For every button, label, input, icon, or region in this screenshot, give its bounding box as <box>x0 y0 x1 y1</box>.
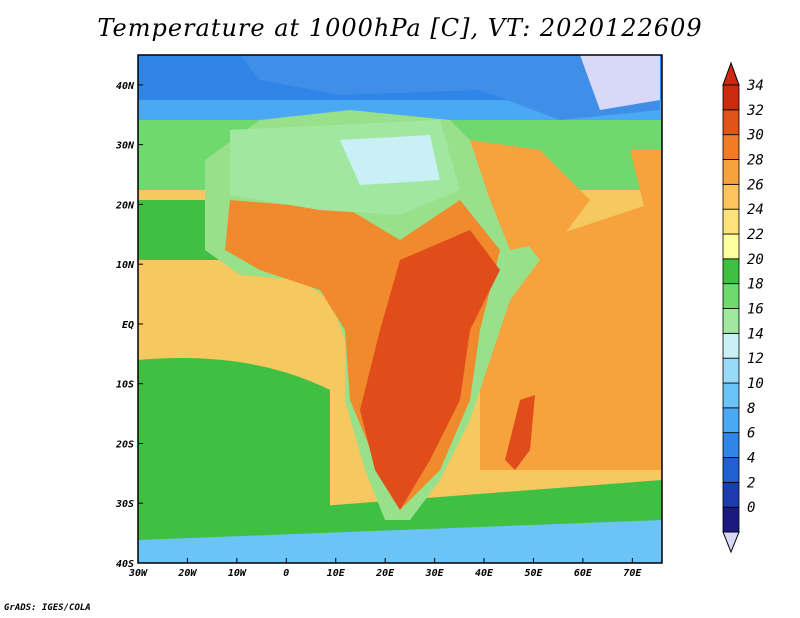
colorbar-label: 28 <box>747 153 764 169</box>
colorbar-label: 0 <box>747 500 755 516</box>
latitude-axis: 40S 30S 20S 10S EQ 10N 20N 30N 40N <box>115 81 143 570</box>
plot-frame <box>137 54 663 564</box>
colorbar-label: 8 <box>747 401 755 417</box>
southern-ocean-cold-band <box>138 520 662 563</box>
longitude-axis: 30W 20W 10W 0 10E 20E 30E 40E 50E 60E 70E <box>128 558 642 579</box>
colorbar-label: 4 <box>747 451 755 467</box>
colorbar-max-extension <box>722 61 740 86</box>
lon-tick-label: 0 <box>283 568 289 579</box>
europe-cold-region <box>240 55 660 120</box>
lon-tick-label: 30E <box>425 568 445 579</box>
colorbar-swatch <box>722 308 740 334</box>
colorbar-swatch <box>722 283 740 309</box>
grads-credit: GrADS: IGES/COLA <box>4 603 91 613</box>
colorbar-label: 30 <box>746 128 764 144</box>
lat-tick-label: 30N <box>115 141 135 152</box>
india-landmass <box>630 150 662 240</box>
colorbar-swatch <box>722 332 740 359</box>
colorbar-swatch <box>722 382 740 409</box>
colorbar-label: 14 <box>747 326 764 342</box>
colorbar-swatch <box>722 159 740 185</box>
colorbar-label: 2 <box>747 475 755 491</box>
colorbar-swatch <box>722 134 740 160</box>
lon-tick-label: 40E <box>475 568 494 579</box>
lon-tick-label: 60E <box>574 568 593 579</box>
lat-tick-label: EQ <box>122 320 134 331</box>
colorbar-swatch <box>722 481 740 508</box>
lon-tick-label: 10E <box>327 568 346 579</box>
lat-tick-label: 40N <box>116 81 135 92</box>
colorbar-swatch <box>722 109 740 136</box>
temperature-field <box>138 55 662 563</box>
colorbar-swatch <box>722 84 740 111</box>
lat-tick-label: 10N <box>116 260 135 271</box>
colorbar-label: 18 <box>747 277 764 293</box>
colorbar-swatch <box>722 407 740 434</box>
lat-tick-label: 30S <box>115 499 134 510</box>
colorbar-swatch <box>722 208 740 235</box>
lon-tick-label: 50E <box>524 568 543 579</box>
lon-tick-label: 20E <box>375 568 395 579</box>
colorbar-swatch <box>722 432 740 458</box>
colorbar-min-extension <box>722 531 740 554</box>
africa-hot-region <box>360 230 500 510</box>
lon-tick-label: 20W <box>177 568 197 579</box>
colorbar-swatch <box>722 233 740 260</box>
lat-tick-label: 10S <box>116 380 134 391</box>
colorbar-label: 12 <box>747 351 764 367</box>
colorbar-label: 16 <box>747 302 764 318</box>
colorbar-swatch <box>722 258 740 285</box>
sahara-cool-region <box>340 135 440 185</box>
colorbar-label: 34 <box>746 78 764 94</box>
lon-tick-label: 70E <box>623 568 642 579</box>
lon-tick-label: 30W <box>128 568 148 579</box>
madagascar-landmass <box>505 395 535 470</box>
colorbar-label: 26 <box>747 177 764 193</box>
arabia-landmass <box>470 140 590 250</box>
colorbar-swatch <box>722 506 740 533</box>
colorbar-label: 20 <box>747 252 764 268</box>
lat-tick-label: 20N <box>115 200 135 211</box>
colorbar-label: 32 <box>746 103 764 119</box>
lon-tick-label: 10W <box>228 568 247 579</box>
colorbar-label: 10 <box>747 376 764 392</box>
colorbar-swatch <box>722 457 740 483</box>
colorbar-label: 24 <box>747 202 764 218</box>
chart-title: Temperature at 1000hPa [C], VT: 20201226… <box>97 14 703 42</box>
colorbar-label: 22 <box>747 227 764 243</box>
lat-tick-label: 40S <box>116 559 134 570</box>
colorbar-swatch <box>722 183 740 210</box>
colorbar-swatch <box>722 357 740 384</box>
colorbar-label: 6 <box>747 426 755 442</box>
central-asia-very-cold-region <box>580 55 660 110</box>
lat-tick-label: 20S <box>115 439 134 450</box>
